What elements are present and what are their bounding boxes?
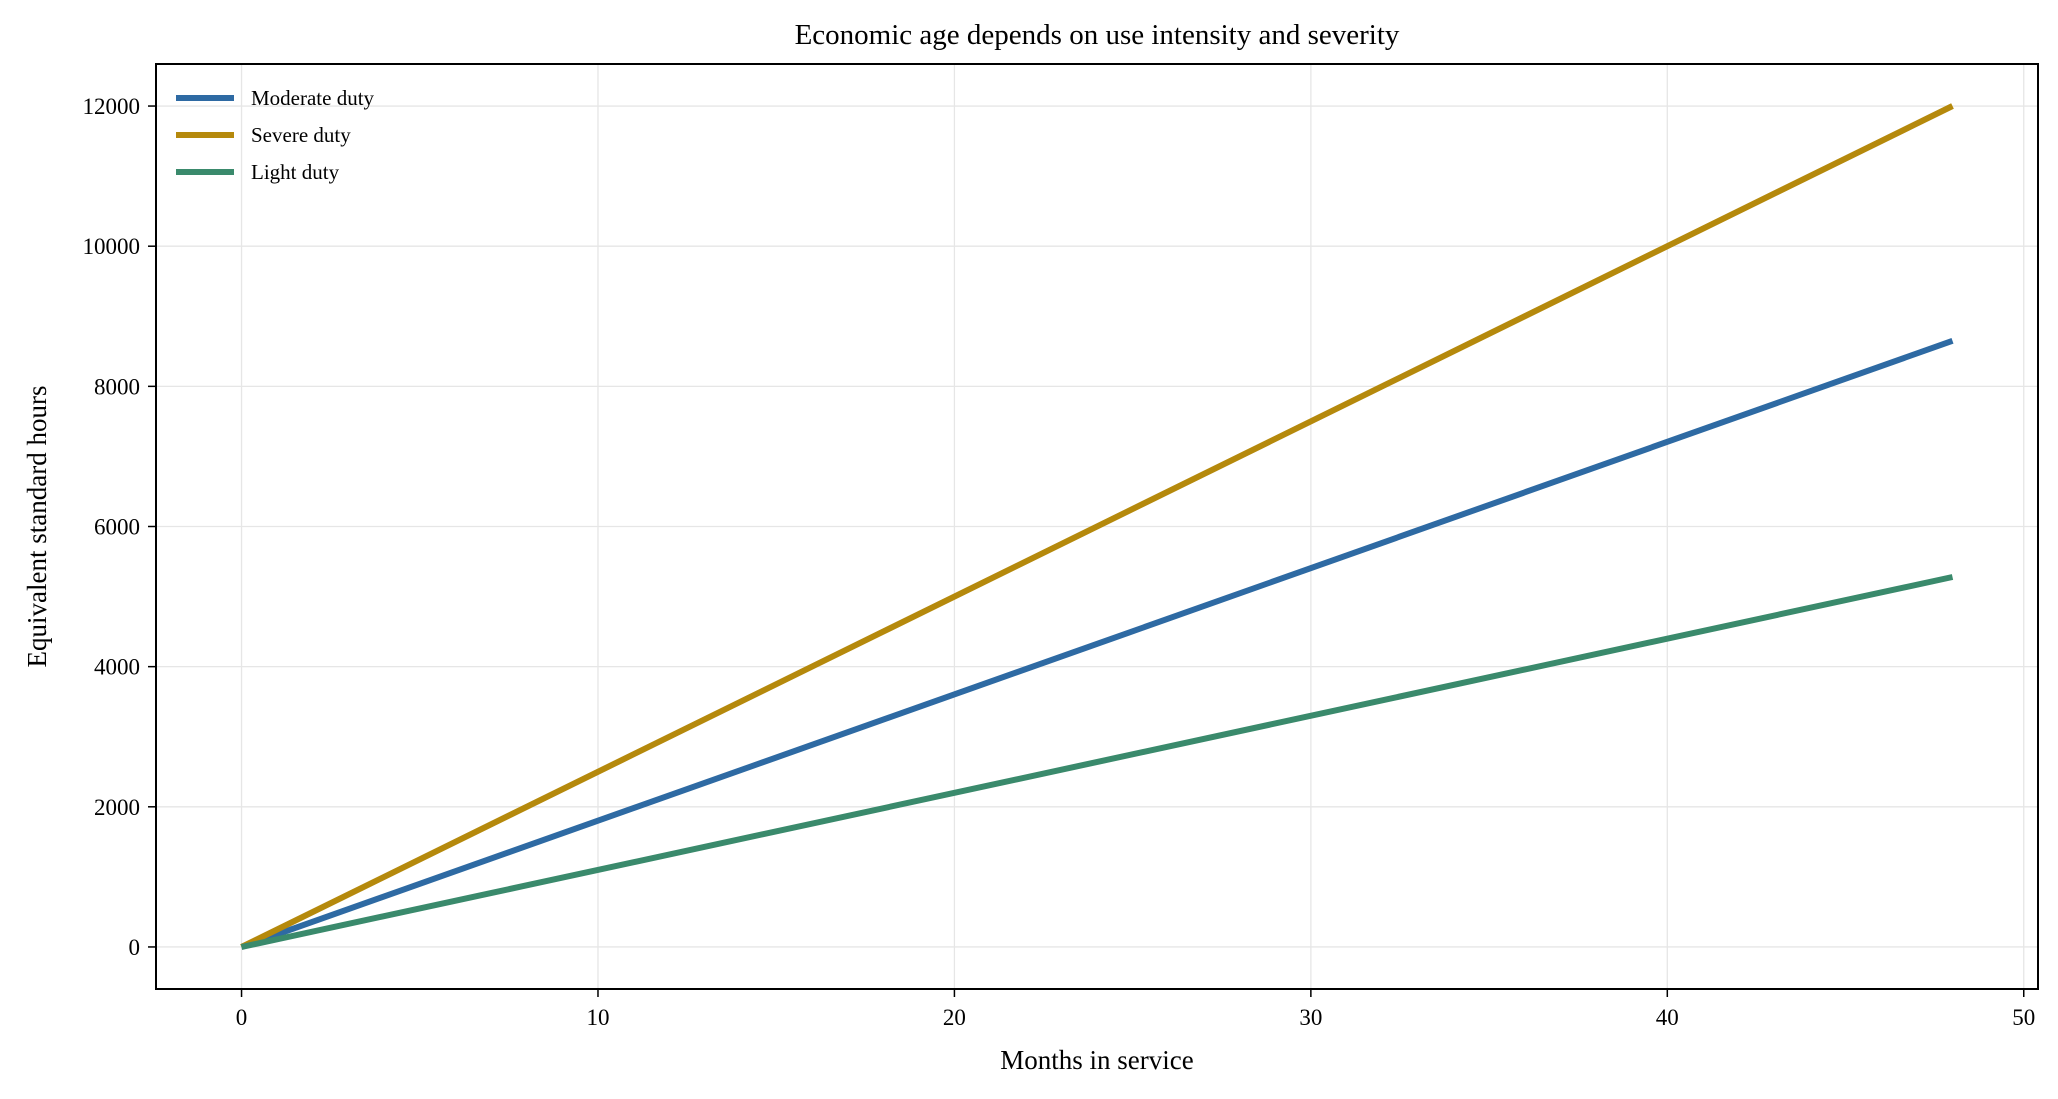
x-tick-label: 50 — [2012, 1005, 2035, 1030]
legend-label: Severe duty — [251, 123, 351, 147]
x-axis-label: Months in service — [1000, 1045, 1193, 1075]
chart-title: Economic age depends on use intensity an… — [795, 19, 1400, 51]
series-line-moderate-duty — [240, 337, 1954, 950]
legend-label: Moderate duty — [251, 86, 375, 110]
y-tick-label: 2000 — [94, 795, 140, 820]
series-line-severe-duty — [240, 103, 1954, 950]
y-axis-label: Equivalent standard hours — [22, 386, 52, 668]
x-tick-label: 0 — [236, 1005, 248, 1030]
legend: Moderate duty Severe duty Light duty — [176, 86, 375, 184]
series-lines — [240, 103, 1954, 950]
y-tick-label: 8000 — [94, 374, 140, 399]
series-line-light-duty — [240, 574, 1954, 950]
x-tick-label: 20 — [943, 1005, 966, 1030]
x-tick-label: 10 — [586, 1005, 609, 1030]
axis-ticks: 0 10 20 30 40 50 0 2000 4000 6000 8000 10000 12000 — [83, 94, 2036, 1030]
y-tick-label: 12000 — [83, 94, 141, 119]
legend-label: Light duty — [251, 160, 340, 184]
y-tick-label: 10000 — [83, 234, 141, 259]
y-tick-label: 0 — [129, 935, 141, 960]
x-tick-label: 30 — [1299, 1005, 1322, 1030]
y-tick-label: 4000 — [94, 655, 140, 680]
y-tick-label: 6000 — [94, 515, 140, 540]
grid — [156, 64, 2038, 989]
x-tick-label: 40 — [1656, 1005, 1679, 1030]
